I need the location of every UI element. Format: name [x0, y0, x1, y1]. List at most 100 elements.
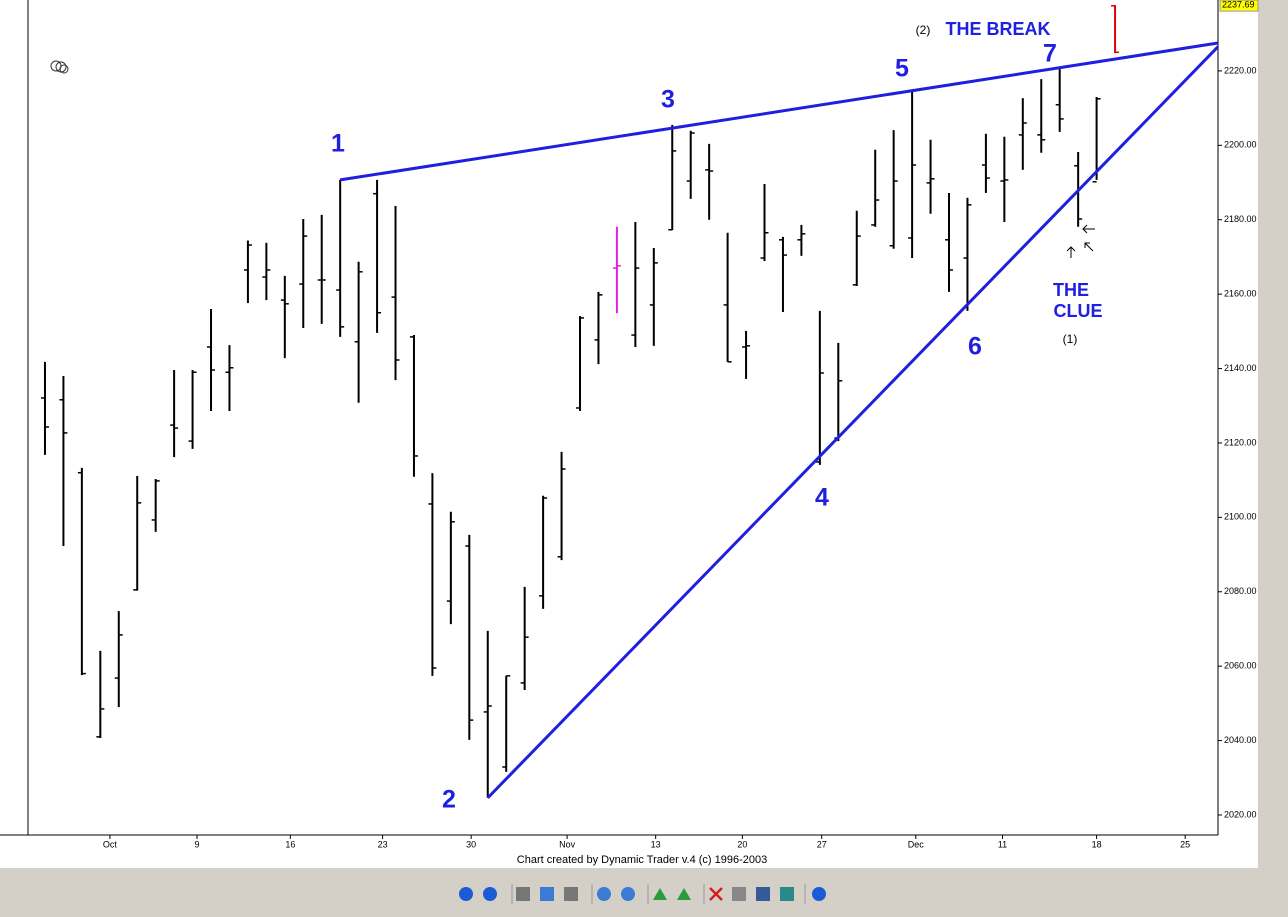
toolbar-button[interactable] — [756, 887, 770, 901]
logo-icon — [50, 60, 69, 74]
chart-background — [0, 0, 1258, 868]
ohlc-bar — [871, 149, 880, 227]
annotation: THE BREAK — [945, 19, 1050, 39]
ohlc-bar — [649, 247, 658, 346]
toolbar-button[interactable] — [677, 888, 691, 900]
last-price-label: 2237.69 — [1222, 0, 1255, 9]
x-tick-label: 23 — [378, 839, 388, 849]
toolbar-buttons — [459, 884, 826, 904]
toolbar-button[interactable] — [597, 887, 611, 901]
ohlc-bar — [151, 479, 160, 532]
ohlc-bar — [280, 275, 289, 359]
trendline — [486, 45, 1220, 799]
toolbar-button[interactable] — [780, 887, 794, 901]
ohlc-bar — [686, 130, 695, 199]
ohlc-bar — [243, 240, 252, 304]
ohlc-bar — [170, 370, 179, 458]
x-tick-label: 30 — [466, 839, 476, 849]
ohlc-bar — [446, 511, 455, 625]
ohlc-bar — [299, 218, 308, 328]
toolbar-button[interactable] — [483, 887, 497, 901]
toolbar-button[interactable] — [732, 887, 746, 901]
ohlc-bar — [428, 473, 437, 676]
ohlc-bar — [354, 261, 363, 403]
ohlc-bar — [336, 179, 345, 337]
x-tick-label: 27 — [817, 839, 827, 849]
wave-label: 2 — [442, 786, 456, 814]
y-tick-label: 2100.00 — [1224, 512, 1257, 522]
ohlc-bar — [96, 650, 105, 738]
toolbar-button[interactable] — [709, 887, 723, 901]
y-tick-label: 2220.00 — [1224, 65, 1257, 75]
x-tick-label: 16 — [285, 839, 295, 849]
ohlc-bar — [502, 675, 511, 772]
ohlc-bar — [373, 179, 382, 333]
ohlc-bar — [520, 586, 529, 690]
ohlc-bar — [594, 291, 603, 365]
ohlc-bar — [760, 184, 769, 262]
credit-text: Chart created by Dynamic Trader v.4 (c) … — [517, 854, 767, 866]
y-tick-label: 2040.00 — [1224, 735, 1257, 745]
toolbar-button[interactable] — [540, 887, 554, 901]
x-tick-label: Oct — [103, 839, 118, 849]
y-tick-label: 2120.00 — [1224, 437, 1257, 447]
ohlc-bar — [705, 143, 714, 220]
last-price-tag — [1219, 0, 1259, 12]
annotation: (2) — [916, 23, 931, 37]
arrow — [1082, 224, 1095, 234]
ohlc-bar — [391, 205, 400, 381]
y-tick-label: 2080.00 — [1224, 586, 1257, 596]
y-tick-label: 2060.00 — [1224, 661, 1257, 671]
toolbar-button[interactable] — [516, 887, 530, 901]
annotation: CLUE — [1054, 301, 1103, 321]
ohlc-bar — [612, 226, 621, 314]
ohlc-bar — [77, 467, 86, 676]
ohlc-bar — [1037, 79, 1046, 153]
ohlc-bar — [539, 495, 548, 609]
toolbar-button[interactable] — [621, 887, 635, 901]
wave-label: 6 — [968, 333, 982, 361]
ohlc-bar — [133, 476, 142, 591]
annotation: (1) — [1063, 332, 1078, 346]
ohlc-bar — [778, 236, 787, 312]
y-tick-label: 2160.00 — [1224, 289, 1257, 299]
ohlc-bar — [815, 310, 824, 465]
ohlc-bar — [631, 221, 640, 347]
ohlc-bar — [852, 210, 861, 286]
arrow — [1084, 242, 1094, 252]
ohlc-bar — [963, 197, 972, 311]
ohlc-bar — [981, 133, 990, 193]
toolbar-button[interactable] — [653, 888, 667, 900]
x-tick-label: 11 — [998, 839, 1007, 849]
ohlc-bar — [207, 309, 216, 411]
x-tick-label: 20 — [737, 839, 747, 849]
y-tick-label: 2140.00 — [1224, 363, 1257, 373]
x-tick-label: 25 — [1180, 839, 1190, 849]
ohlc-bar — [557, 451, 566, 561]
ohlc-bar — [225, 345, 234, 411]
x-tick-label: Dec — [908, 839, 925, 849]
ohlc-bar — [465, 534, 474, 740]
y-tick-label: 2180.00 — [1224, 214, 1257, 224]
wave-label: 4 — [815, 484, 829, 512]
ohlc-bar — [409, 335, 418, 477]
ohlc-bar — [317, 214, 326, 324]
toolbar-button[interactable] — [459, 887, 473, 901]
ohlc-bar — [742, 330, 751, 379]
ohlc-bar — [1111, 5, 1120, 54]
toolbar — [0, 868, 1288, 917]
wave-label: 3 — [661, 86, 675, 114]
toolbar-button[interactable] — [812, 887, 826, 901]
annotation: THE — [1053, 280, 1089, 300]
toolbar-button[interactable] — [564, 887, 578, 901]
ohlc-bar — [945, 192, 954, 292]
x-tick-label: 18 — [1092, 839, 1102, 849]
ohlc-bar — [1092, 96, 1101, 183]
x-tick-label: 13 — [651, 839, 661, 849]
x-tick-label: 9 — [194, 839, 199, 849]
ohlc-bar — [668, 124, 677, 231]
arrow — [1066, 246, 1076, 258]
wave-label: 1 — [331, 130, 345, 158]
